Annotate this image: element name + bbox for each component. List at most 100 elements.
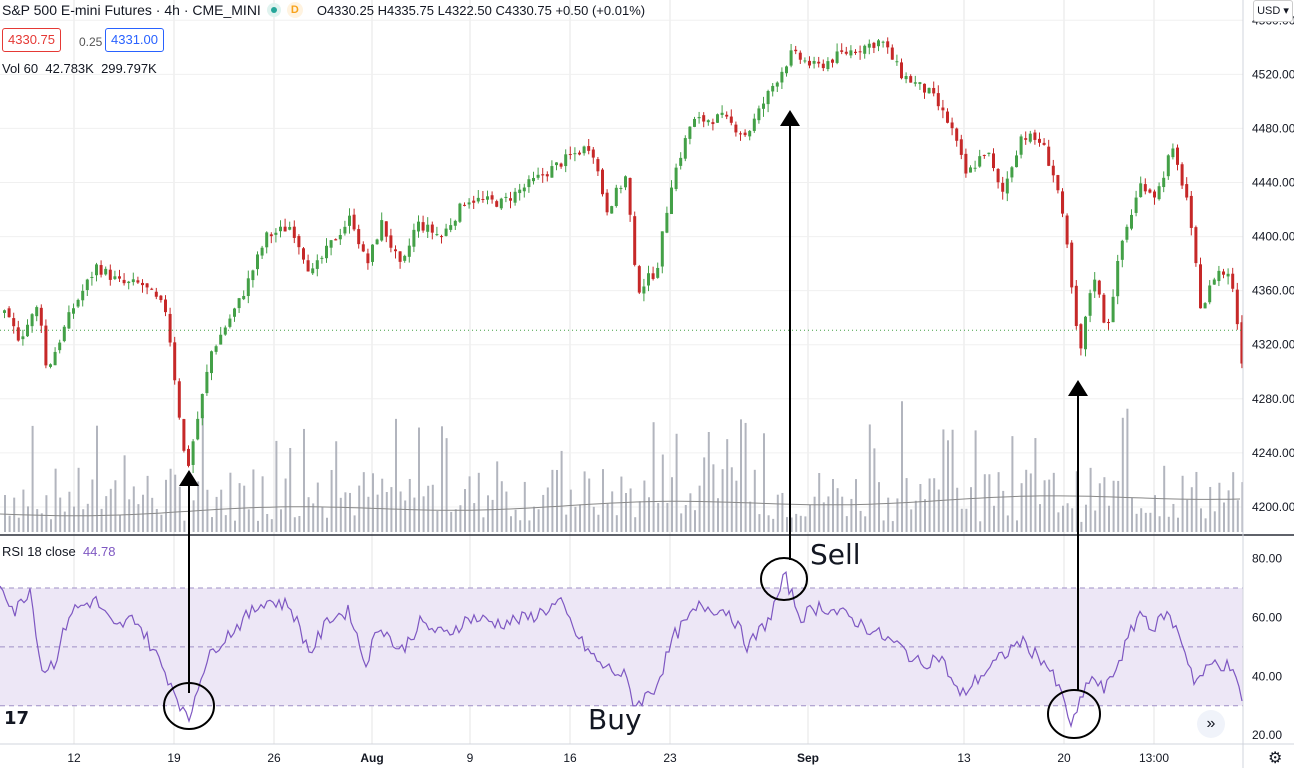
volume-bar — [1020, 483, 1023, 532]
candle-body — [573, 153, 577, 155]
candle-body — [789, 50, 793, 66]
volume-bar — [73, 506, 75, 532]
candle-body — [555, 162, 558, 166]
candle-body — [1162, 177, 1166, 188]
candle-body — [251, 270, 255, 281]
currency-dropdown[interactable]: USD ▾ — [1253, 0, 1293, 22]
volume-bar — [312, 503, 315, 532]
volume-bar — [224, 515, 227, 532]
candle-body — [16, 327, 20, 341]
candle-body — [472, 200, 476, 203]
candle-body — [1107, 322, 1110, 324]
volume-bar — [841, 496, 844, 532]
volume-bar — [988, 474, 991, 532]
price-tick-label: 4400.00 — [1252, 230, 1294, 244]
candle-body — [513, 191, 517, 203]
volume-bar — [749, 501, 752, 532]
candle-body — [651, 273, 655, 279]
volume-bar — [799, 515, 802, 532]
volume-bar — [795, 513, 798, 532]
volume-bar — [1029, 473, 1032, 532]
volume-bar — [1181, 475, 1184, 532]
gear-icon[interactable]: ⚙ — [1268, 750, 1283, 767]
candle-body — [725, 114, 729, 117]
volume-bar — [611, 491, 614, 532]
candle-body — [159, 295, 163, 301]
rsi-legend[interactable]: RSI 18 close 44.78 — [2, 544, 116, 559]
candle-body — [375, 239, 379, 245]
candle-body — [1240, 322, 1244, 364]
volume-bar — [413, 497, 416, 532]
candle-body — [858, 51, 862, 53]
candle-body — [1208, 285, 1212, 303]
buy-circle-2 — [1047, 689, 1101, 739]
candle-body — [1148, 189, 1152, 193]
candle-body — [844, 51, 848, 54]
volume-bar — [818, 473, 821, 532]
volume-bar — [496, 461, 499, 532]
candle-body — [881, 41, 885, 43]
symbol-title[interactable]: S&P 500 E-mini Futures · 4h · CME_MINI — [2, 2, 261, 18]
time-tick-label: 13 — [957, 751, 971, 765]
candle-body — [1222, 271, 1225, 275]
volume-bar — [1172, 503, 1175, 532]
volume-bar — [45, 495, 48, 532]
candle-body — [334, 239, 338, 241]
volume-bar — [123, 455, 126, 532]
volume-bar — [399, 491, 402, 532]
candle-body — [141, 282, 144, 286]
candle-body — [743, 132, 747, 136]
volume-bar — [859, 510, 862, 532]
candle-body — [729, 116, 733, 123]
candle-body — [780, 71, 784, 83]
candle-body — [283, 226, 287, 232]
buy-price-button[interactable]: 4331.00 — [105, 28, 164, 52]
volume-bar — [965, 508, 968, 532]
candle-body — [1042, 142, 1046, 145]
candle-body — [766, 91, 770, 105]
candles — [3, 37, 1244, 474]
volume-bar — [1200, 508, 1202, 532]
candle-body — [361, 244, 365, 252]
volume-bar — [155, 508, 158, 532]
candle-body — [315, 260, 319, 269]
volume-bar — [491, 499, 494, 532]
volume-bar — [758, 514, 761, 532]
volume-bar — [1085, 504, 1087, 532]
candle-body — [1185, 184, 1189, 198]
volume-bar — [1149, 512, 1152, 532]
volume-bar — [211, 517, 213, 532]
volume-bar — [36, 509, 39, 532]
volume-bar — [63, 511, 66, 532]
volume-bar — [735, 480, 738, 532]
candle-body — [1084, 316, 1087, 350]
volume-bar — [629, 488, 632, 532]
volume-bar — [238, 483, 241, 532]
sell-price-button[interactable]: 4330.75 — [2, 28, 61, 52]
volume-bar — [510, 516, 512, 532]
volume-bar — [1227, 490, 1230, 532]
volume-legend[interactable]: Vol 60 42.783K 299.797K — [2, 61, 157, 76]
volume-bar — [671, 477, 673, 532]
volume-bar — [40, 513, 43, 532]
volume-bar — [1098, 483, 1101, 532]
volume-bar — [82, 509, 85, 532]
candle-body — [72, 308, 75, 314]
candle-body — [302, 248, 305, 260]
candle-body — [44, 325, 48, 366]
tradingview-logo-icon[interactable]: 𝟭𝟳 — [4, 708, 30, 728]
candle-body — [1120, 240, 1124, 260]
candle-body — [867, 43, 871, 48]
price-tick-label: 4440.00 — [1252, 176, 1294, 190]
candle-body — [421, 222, 425, 231]
volume-bar — [615, 515, 618, 532]
scroll-right-button[interactable]: » — [1197, 710, 1225, 738]
volume-bar — [726, 439, 729, 532]
spread-value: 0.25 — [79, 35, 103, 49]
volume-bar — [206, 489, 209, 532]
candle-body — [803, 60, 807, 62]
candle-body — [435, 234, 439, 236]
volume-bar — [1167, 516, 1170, 532]
volume-bar — [197, 481, 200, 532]
